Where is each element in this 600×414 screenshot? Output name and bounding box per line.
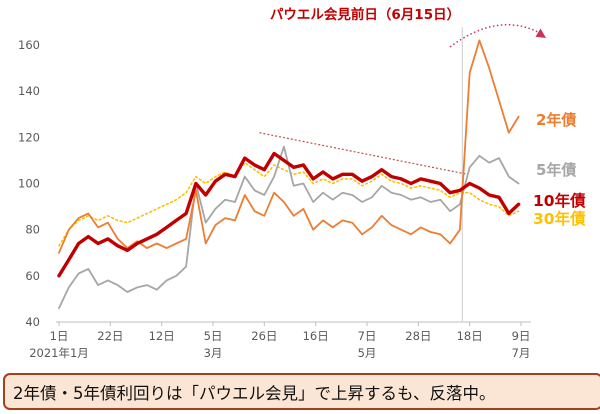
- y-axis-tick-label: 60: [25, 269, 40, 283]
- y-axis-tick-label: 160: [18, 38, 40, 52]
- x-axis-tick-label: 12日: [149, 329, 175, 343]
- x-axis-tick-label: 18日: [457, 329, 483, 343]
- series-label-5y: 5年債: [536, 161, 577, 179]
- y-axis-tick-label: 140: [18, 84, 40, 98]
- series-label-10y: 10年債: [533, 192, 586, 210]
- x-axis-month-label: 7月: [512, 346, 531, 360]
- x-axis-month-label: 2021年1月: [29, 346, 89, 360]
- x-axis-tick-label: 7日: [358, 329, 377, 343]
- summary-caption-box: 2年債・5年債利回りは「パウエル会見」で上昇するも、反落中。: [3, 373, 600, 410]
- x-axis-tick-label: 22日: [97, 329, 123, 343]
- y-axis-tick-label: 120: [18, 130, 40, 144]
- x-axis-tick-label: 28日: [405, 329, 431, 343]
- series-line-2年債: [58, 39, 520, 254]
- series-label-2y: 2年債: [536, 111, 577, 129]
- x-axis-tick-label: 1日: [50, 329, 69, 343]
- trendline-annotation: [259, 132, 468, 175]
- series-line-10年債: [57, 151, 521, 278]
- x-axis-tick-label: 16日: [303, 329, 329, 343]
- x-axis-tick-label: 26日: [251, 329, 277, 343]
- x-axis-tick-label: 5日: [204, 329, 223, 343]
- summary-caption-text: 2年債・5年債利回りは「パウエル会見」で上昇するも、反落中。: [13, 383, 496, 403]
- x-axis-tick-label: 9日: [512, 329, 531, 343]
- y-axis-tick-label: 40: [25, 315, 40, 329]
- series-line-5年債: [58, 145, 520, 310]
- y-axis-tick-label: 100: [18, 177, 40, 191]
- arc-arrowhead: [535, 28, 546, 38]
- y-axis-tick-label: 80: [25, 223, 40, 237]
- series-line-30年債: [58, 161, 520, 247]
- arc-arrow-annotation: [449, 24, 539, 48]
- chart-canvas: 40 60 80 100 120 140 160 1日 22日 12日 5日 26日 16日 7日 28日 1…: [18, 24, 546, 360]
- x-axis-month-label: 3月: [204, 346, 223, 360]
- series-label-30y: 30年債: [533, 210, 586, 228]
- event-annotation-title: パウエル会見前日（6月15日）: [269, 7, 461, 23]
- x-axis-month-label: 5月: [358, 346, 377, 360]
